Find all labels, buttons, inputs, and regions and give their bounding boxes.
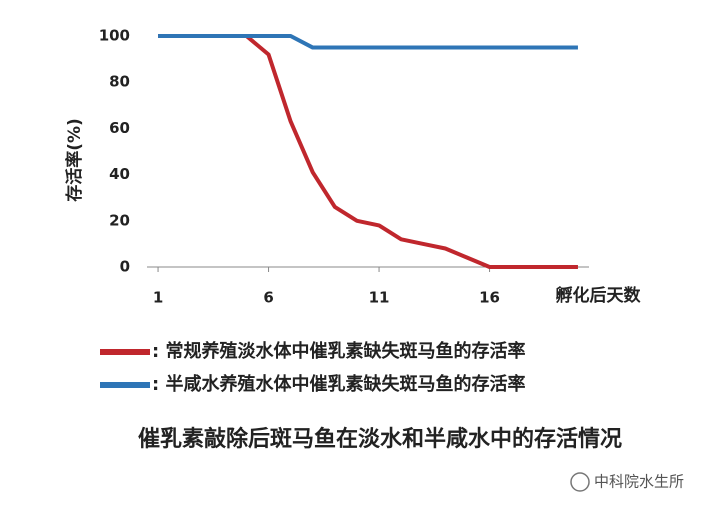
y-tick-label: 40 <box>109 165 130 183</box>
y-tick-label: 20 <box>109 211 130 229</box>
y-tick-label: 100 <box>99 27 130 45</box>
y-tick-label: 80 <box>109 73 130 91</box>
y-tick-label: 0 <box>120 258 130 276</box>
legend-label: : 常规养殖淡水体中催乳素缺失斑马鱼的存活率 <box>152 340 525 362</box>
x-tick-label: 1 <box>153 289 163 307</box>
watermark-icon <box>570 472 590 492</box>
y-axis-label: 存活率(%) <box>64 118 85 202</box>
watermark: 中科院水生所 <box>570 472 684 492</box>
y-tick-label: 60 <box>109 119 130 137</box>
chart-title: 催乳素敲除后斑马鱼在淡水和半咸水中的存活情况 <box>138 426 622 452</box>
series-line <box>158 34 578 269</box>
x-axis-label: 孵化后天数 <box>556 285 642 306</box>
x-tick-label: 11 <box>369 289 390 307</box>
watermark-text: 中科院水生所 <box>594 473 684 491</box>
x-tick-label: 16 <box>479 289 500 307</box>
x-tick-label: 6 <box>263 289 273 307</box>
legend-label: : 半咸水养殖水体中催乳素缺失斑马鱼的存活率 <box>152 373 525 395</box>
series-line <box>158 34 578 50</box>
